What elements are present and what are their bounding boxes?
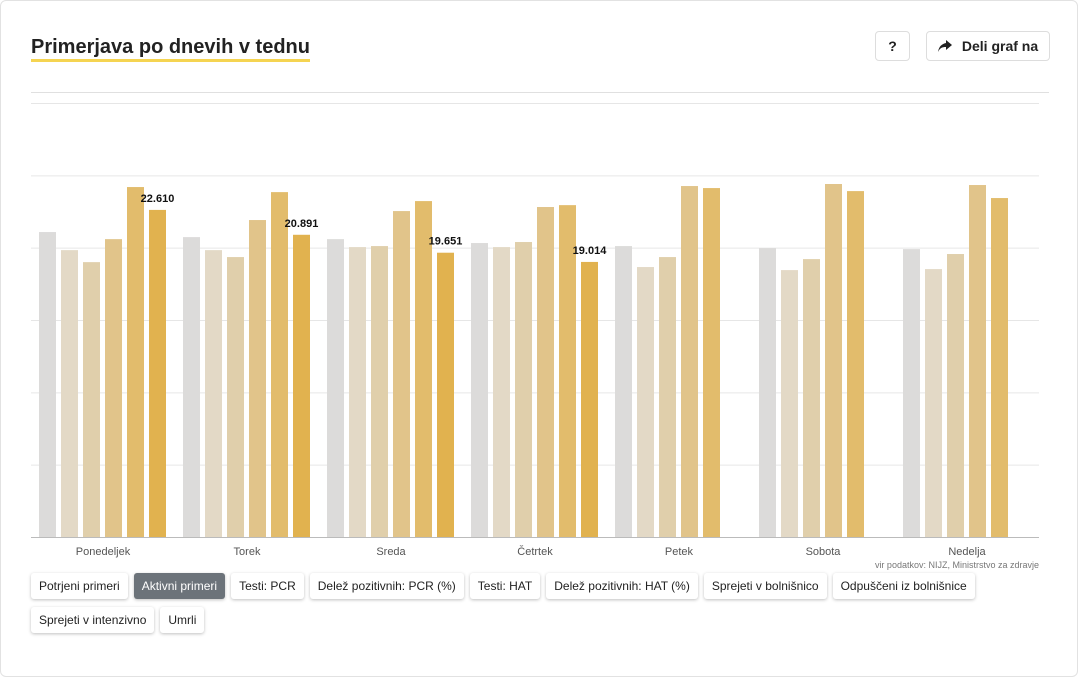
- bar: [249, 220, 266, 537]
- help-button[interactable]: ?: [875, 31, 910, 61]
- bar: [437, 252, 454, 538]
- tab[interactable]: Aktivni primeri: [133, 573, 226, 599]
- bar: [581, 261, 598, 537]
- tab[interactable]: Delež pozitivnih: HAT (%): [546, 573, 698, 599]
- bar: [703, 188, 720, 537]
- tab[interactable]: Testi: HAT: [469, 573, 541, 599]
- value-label: 19.014: [573, 245, 608, 257]
- tabs: Potrjeni primeri Aktivni primeri Testi: PC…: [31, 573, 991, 633]
- bar: [537, 207, 554, 538]
- bar: [681, 186, 698, 537]
- bar: [947, 254, 964, 538]
- bar: [183, 237, 200, 537]
- chart: Ponedeljek 22.610 Torek 20.891 Sreda 19.651 Če…: [31, 92, 1049, 570]
- bar: [759, 248, 776, 538]
- bar: [493, 247, 510, 537]
- x-tick-label: Torek: [234, 546, 261, 558]
- bar: [969, 185, 986, 537]
- bar: [105, 239, 122, 537]
- bar: [659, 257, 676, 537]
- bar: [903, 249, 920, 537]
- tab[interactable]: Testi: PCR: [231, 573, 304, 599]
- bar: [227, 257, 244, 537]
- share-label: Deli graf na: [961, 38, 1039, 54]
- bar: [471, 243, 488, 537]
- tab[interactable]: Potrjeni primeri: [31, 573, 128, 599]
- bar: [781, 270, 798, 537]
- bar: [559, 205, 576, 537]
- value-label: 20.891: [285, 218, 319, 230]
- x-tick-label: Sreda: [376, 546, 406, 558]
- bar: [127, 187, 144, 537]
- bar: [415, 201, 432, 538]
- title: Primerjava po dnevih v tednu: [31, 35, 310, 62]
- bar: [615, 246, 632, 538]
- tab[interactable]: Delež pozitivnih: PCR (%): [309, 573, 464, 599]
- bar: [271, 192, 288, 537]
- bar: [39, 232, 56, 537]
- tab[interactable]: Umrli: [160, 607, 205, 633]
- bar: [825, 184, 842, 537]
- bar: [925, 269, 942, 537]
- bar: [327, 239, 344, 537]
- value-label: 22.610: [141, 193, 175, 205]
- bar: [149, 209, 166, 537]
- x-tick-label: Sobota: [806, 546, 842, 558]
- x-tick-label: Petek: [665, 546, 694, 558]
- share-button[interactable]: Deli graf na: [926, 31, 1050, 61]
- bar: [61, 250, 78, 537]
- value-label: 19.651: [429, 236, 463, 248]
- bar: [847, 191, 864, 538]
- x-tick-label: Četrtek: [517, 545, 553, 558]
- source: vir podatkov: NIJZ, Ministrstvo za zdrav…: [875, 560, 1039, 570]
- x-tick-label: Nedelja: [948, 546, 986, 558]
- bar: [393, 211, 410, 538]
- bar: [371, 246, 388, 538]
- bar: [803, 259, 820, 537]
- bar: [637, 267, 654, 537]
- bar: [515, 242, 532, 538]
- bar: [205, 250, 222, 537]
- share-icon: [937, 40, 952, 52]
- bar: [83, 262, 100, 537]
- tab[interactable]: Sprejeti v bolnišnico: [703, 573, 827, 599]
- x-tick-label: Ponedeljek: [76, 546, 131, 558]
- bar: [991, 198, 1008, 537]
- bar: [293, 234, 310, 538]
- bar: [349, 247, 366, 537]
- tab[interactable]: Sprejeti v intenzivno: [31, 607, 155, 633]
- tab[interactable]: Odpuščeni iz bolnišnice: [832, 573, 975, 599]
